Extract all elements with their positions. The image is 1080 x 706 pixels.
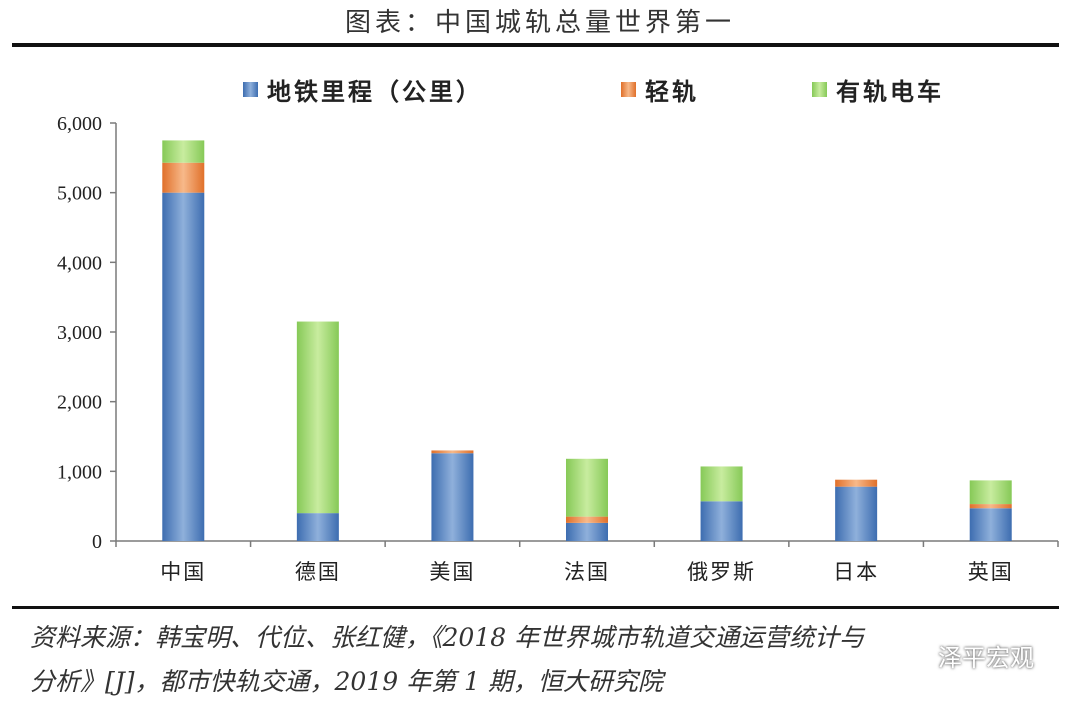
x-tick-label: 日本 xyxy=(833,560,879,584)
bar-segment xyxy=(296,513,339,541)
legend-item-light-rail: 轻轨 xyxy=(621,72,699,107)
stacked-bar-chart: 0 1,000 2,000 3,000 4,000 5,000 6,000 中国 德国 美国 法国 俄… xyxy=(57,113,1059,584)
source-note: 资料来源：韩宝明、代位、张红健，《2018 年世界城市轨道交通运营统计与 分析》… xyxy=(30,616,1060,704)
bottom-rule xyxy=(12,606,1059,609)
bar-segment xyxy=(431,450,474,454)
y-tick-label: 4,000 xyxy=(57,252,102,274)
x-tick-label: 英国 xyxy=(968,560,1014,584)
legend: 地铁里程（公里） 轻轨 有轨电车 xyxy=(0,72,1080,107)
watermark: 泽平宏观 xyxy=(898,638,1034,673)
bar-segment xyxy=(969,504,1012,509)
bar-segment xyxy=(162,192,205,541)
x-tick-label: 德国 xyxy=(295,560,341,584)
y-tick-label: 1,000 xyxy=(57,461,102,483)
x-tick-label: 中国 xyxy=(160,560,206,584)
legend-item-tram: 有轨电车 xyxy=(812,72,944,107)
source-line-2: 分析》[J]，都市快轨交通，2019 年第 1 期，恒大研究院 xyxy=(30,667,663,696)
legend-swatch-light-rail xyxy=(621,82,636,97)
bar-segment xyxy=(969,508,1012,541)
bar-segment xyxy=(431,453,474,541)
bar-segment xyxy=(566,516,608,523)
tick-labels: 0 1,000 2,000 3,000 4,000 5,000 6,000 中国 德国 美国 法国 俄… xyxy=(57,113,1014,584)
watermark-text: 泽平宏观 xyxy=(938,644,1034,672)
bar-segment xyxy=(835,486,878,541)
bar-segment xyxy=(969,480,1012,505)
chart-title: 图表：中国城轨总量世界第一 xyxy=(344,8,735,38)
x-tick-label: 法国 xyxy=(564,560,610,584)
bar-segment xyxy=(700,501,743,541)
bars xyxy=(162,140,1012,541)
bar-segment xyxy=(162,162,205,193)
bar-segment xyxy=(700,466,743,502)
legend-swatch-tram xyxy=(812,82,827,97)
y-tick-label: 5,000 xyxy=(57,183,102,205)
legend-item-metro: 地铁里程（公里） xyxy=(243,72,483,107)
legend-label-tram: 有轨电车 xyxy=(836,78,944,106)
y-tick-label: 2,000 xyxy=(57,392,102,414)
x-tick-label: 俄罗斯 xyxy=(687,560,756,584)
legend-label-light-rail: 轻轨 xyxy=(645,78,699,106)
y-tick-label: 3,000 xyxy=(57,322,102,344)
legend-label-metro: 地铁里程（公里） xyxy=(267,78,483,106)
wechat-icon xyxy=(899,643,930,667)
x-tick-label: 美国 xyxy=(429,560,475,584)
bar-segment xyxy=(566,522,608,541)
legend-swatch-metro xyxy=(243,82,258,97)
bar-segment xyxy=(162,140,205,163)
bar-segment xyxy=(835,479,878,487)
y-tick-label: 6,000 xyxy=(57,113,102,135)
bar-segment xyxy=(296,321,339,514)
bar-segment xyxy=(566,458,608,517)
source-line-1: 资料来源：韩宝明、代位、张红健，《2018 年世界城市轨道交通运营统计与 xyxy=(30,623,865,652)
y-tick-label: 0 xyxy=(92,531,102,553)
top-rule xyxy=(12,43,1059,47)
